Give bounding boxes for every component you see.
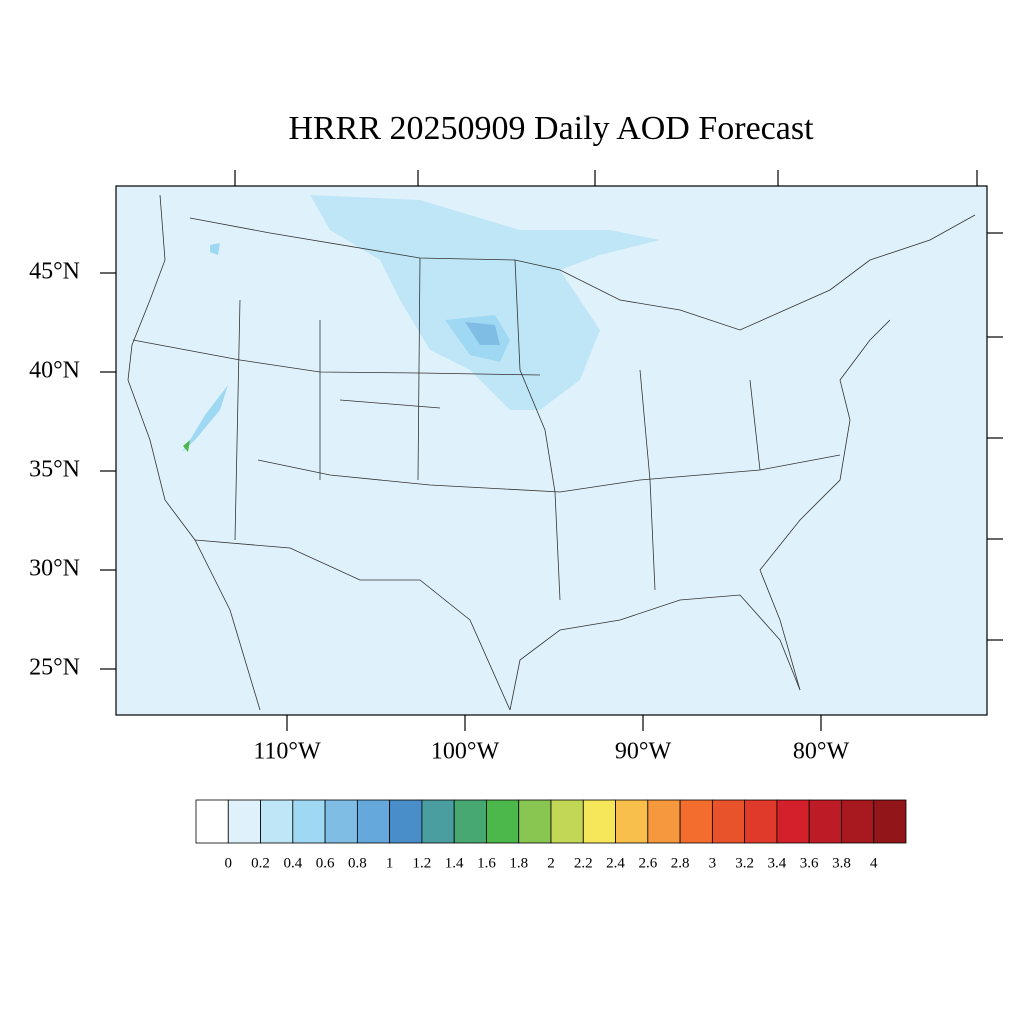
- lon-tick-label: 110°W: [253, 739, 321, 765]
- map-area: [115, 170, 1003, 716]
- colorbar-label: 2.2: [574, 855, 593, 871]
- colorbar-box: [550, 799, 584, 844]
- map-frame: [115, 185, 988, 716]
- aod-plume: [183, 440, 190, 452]
- colorbar-box: [356, 799, 391, 844]
- lon-tick-label: 90°W: [615, 739, 672, 765]
- colorbar-box: [260, 799, 294, 844]
- colorbar-box: [582, 799, 616, 844]
- colorbar-box: [744, 799, 778, 844]
- colorbar-label: 2: [547, 855, 555, 871]
- lat-tick-label: 25°N: [29, 655, 80, 681]
- colorbar-label: 0.2: [251, 855, 270, 871]
- colorbar-label: 0.4: [283, 855, 302, 871]
- lat-tick-label: 45°N: [29, 259, 80, 285]
- colorbar-label: 1: [386, 855, 394, 871]
- map-title: HRRR 20250909 Daily AOD Forecast: [288, 110, 814, 147]
- aod-plume: [182, 385, 228, 452]
- lat-tick-label: 35°N: [29, 457, 80, 483]
- aod-plume: [465, 322, 500, 345]
- colorbar-label: 3.8: [832, 855, 851, 871]
- colorbar-box: [808, 799, 842, 844]
- colorbar-label: 3.2: [735, 855, 754, 871]
- colorbar-label: 1.4: [445, 855, 464, 871]
- colorbar-label: 3: [709, 855, 717, 871]
- aod-plume: [310, 195, 660, 410]
- lat-tick-label: 30°N: [29, 556, 80, 582]
- aod-plume: [210, 243, 220, 255]
- colorbar-label: 2.6: [638, 855, 657, 871]
- colorbar-label: 3.4: [768, 855, 787, 871]
- colorbar-box: [486, 799, 520, 844]
- colorbar-label: 4: [870, 855, 878, 871]
- colorbar-label: 2.4: [606, 855, 625, 871]
- colorbar-label: 0.8: [348, 855, 367, 871]
- colorbar-box: [679, 799, 713, 844]
- frame-ticks: [234, 170, 1003, 641]
- colorbar-box: [518, 799, 552, 844]
- colorbar-box: [615, 799, 649, 844]
- colorbar-box: [227, 799, 261, 844]
- colorbar-box: [711, 799, 746, 844]
- colorbar-label: 3.6: [800, 855, 819, 871]
- lat-tick-label: 40°N: [29, 358, 80, 384]
- colorbar-label: 1.6: [477, 855, 496, 871]
- colorbar-label: 2.8: [671, 855, 690, 871]
- colorbar-box: [647, 799, 681, 844]
- lon-tick-label: 100°W: [431, 739, 500, 765]
- colorbar-box: [873, 799, 907, 844]
- lon-tick-label: 80°W: [793, 739, 850, 765]
- colorbar-label: 1.8: [509, 855, 528, 871]
- colorbar-box: [324, 799, 358, 844]
- colorbar-label: 0: [225, 855, 233, 871]
- colorbar-box: [389, 799, 423, 844]
- boundaries: [127, 194, 976, 711]
- colorbar-box: [292, 799, 326, 844]
- colorbar-box: [421, 799, 455, 844]
- colorbar-box: [195, 799, 229, 844]
- colorbar-box: [776, 799, 810, 844]
- colorbar-label: 0.6: [316, 855, 335, 871]
- colorbar-box: [841, 799, 875, 844]
- colorbar-label: 1.2: [413, 855, 432, 871]
- colorbar-box: [453, 799, 487, 844]
